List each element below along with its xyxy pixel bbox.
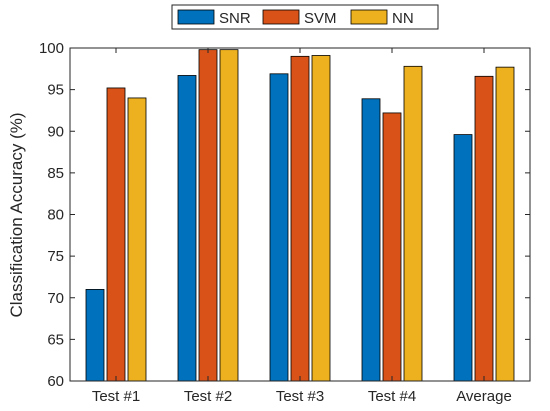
y-tick-label: 90 [47, 123, 64, 140]
legend-label-nn: NN [392, 10, 414, 27]
bar-svm-3 [382, 112, 402, 382]
bar-nn-2 [311, 55, 331, 382]
y-tick-label: 85 [47, 165, 64, 182]
x-tick-label: Test #4 [368, 388, 416, 405]
y-tick-label: 60 [47, 373, 64, 390]
bar-nn-1 [219, 49, 239, 382]
legend-swatch-snr [177, 9, 215, 25]
bar-snr-2 [269, 73, 289, 382]
legend-swatch-svm [262, 9, 300, 25]
y-tick-label: 65 [47, 331, 64, 348]
y-axis-title: Classification Accuracy (%) [7, 112, 26, 317]
bar-snr-0 [85, 289, 105, 382]
bar-svm-2 [290, 55, 310, 382]
axes-group: 60 65 70 75 80 85 90 95 100 Test #1 Test #2 Test #3… [39, 40, 531, 405]
y-tick-label: 70 [47, 290, 64, 307]
bar-svm-1 [198, 49, 218, 382]
bars-group [85, 49, 515, 382]
y-tick-label: 75 [47, 248, 64, 265]
x-tick-label: Average [456, 388, 512, 405]
x-tick-label: Test #3 [276, 388, 324, 405]
bar-svm-4 [474, 75, 494, 382]
bar-snr-1 [177, 75, 197, 382]
x-tick-label: Test #1 [92, 388, 140, 405]
bar-nn-4 [495, 66, 515, 382]
x-tick-label: Test #2 [184, 388, 232, 405]
bar-snr-3 [361, 98, 381, 382]
y-tick-label: 95 [47, 82, 64, 99]
legend: SNR SVM NN [171, 4, 439, 30]
bar-snr-4 [453, 134, 473, 382]
bar-svm-0 [106, 87, 126, 382]
legend-label-snr: SNR [219, 10, 251, 27]
y-tick-label: 100 [39, 40, 64, 57]
bar-nn-3 [403, 65, 423, 382]
bar-nn-0 [127, 97, 147, 382]
legend-label-svm: SVM [304, 10, 337, 27]
y-tick-label: 80 [47, 207, 64, 224]
legend-swatch-nn [350, 9, 388, 25]
legend-box [171, 4, 439, 30]
